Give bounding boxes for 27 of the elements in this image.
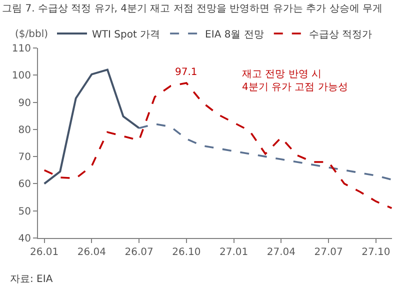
line-series xyxy=(43,82,392,210)
y-tick-label: 80 xyxy=(18,124,31,136)
x-tick-label: 26.01 xyxy=(30,247,59,258)
x-tick-label: 26.04 xyxy=(77,247,106,258)
legend-label: 수급상 적정가 xyxy=(308,29,372,40)
x-tick-label: 26.07 xyxy=(124,247,154,258)
y-axis-title: ($/bbl) xyxy=(15,29,48,40)
x-tick-label: 27.07 xyxy=(314,247,343,258)
y-tick-label: 60 xyxy=(18,179,31,190)
x-tick-label: 27.04 xyxy=(266,247,296,258)
legend-label: WTI Spot 가격 xyxy=(92,29,160,40)
line-series xyxy=(43,68,140,185)
annotation: 재고 전망 반영 시 4분기 유가 고점 가능성 xyxy=(242,69,348,93)
x-tick-label: 27.10 xyxy=(362,247,390,258)
y-tick-label: 70 xyxy=(18,152,31,164)
annotation: 97.1 xyxy=(175,67,198,78)
chart-title: 그림 7. 수급상 적정 유가, 4분기 재고 저점 전망을 반영하면 유가는 추가 상승에 무게 xyxy=(2,3,382,14)
legend-label: EIA 8월 전망 xyxy=(205,29,264,40)
y-tick-label: 110 xyxy=(12,44,31,54)
y-tick-label: 90 xyxy=(18,98,31,109)
y-tick-label: 50 xyxy=(18,206,31,218)
line-series xyxy=(138,123,392,181)
x-tick-label: 27.01 xyxy=(219,247,248,258)
y-tick-label: 40 xyxy=(18,234,31,244)
text: 자료: EIA xyxy=(10,274,53,285)
y-tick-label: 100 xyxy=(12,70,31,82)
x-tick-label: 26.10 xyxy=(172,247,201,258)
